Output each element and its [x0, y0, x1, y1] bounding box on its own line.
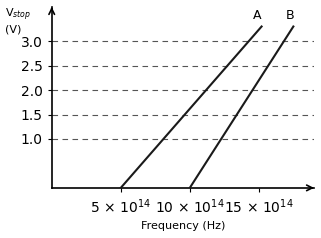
Text: B: B: [285, 9, 294, 22]
Y-axis label: V$_{stop}$
(V): V$_{stop}$ (V): [4, 7, 31, 35]
Text: A: A: [253, 9, 262, 22]
X-axis label: Frequency (Hz): Frequency (Hz): [141, 221, 225, 231]
